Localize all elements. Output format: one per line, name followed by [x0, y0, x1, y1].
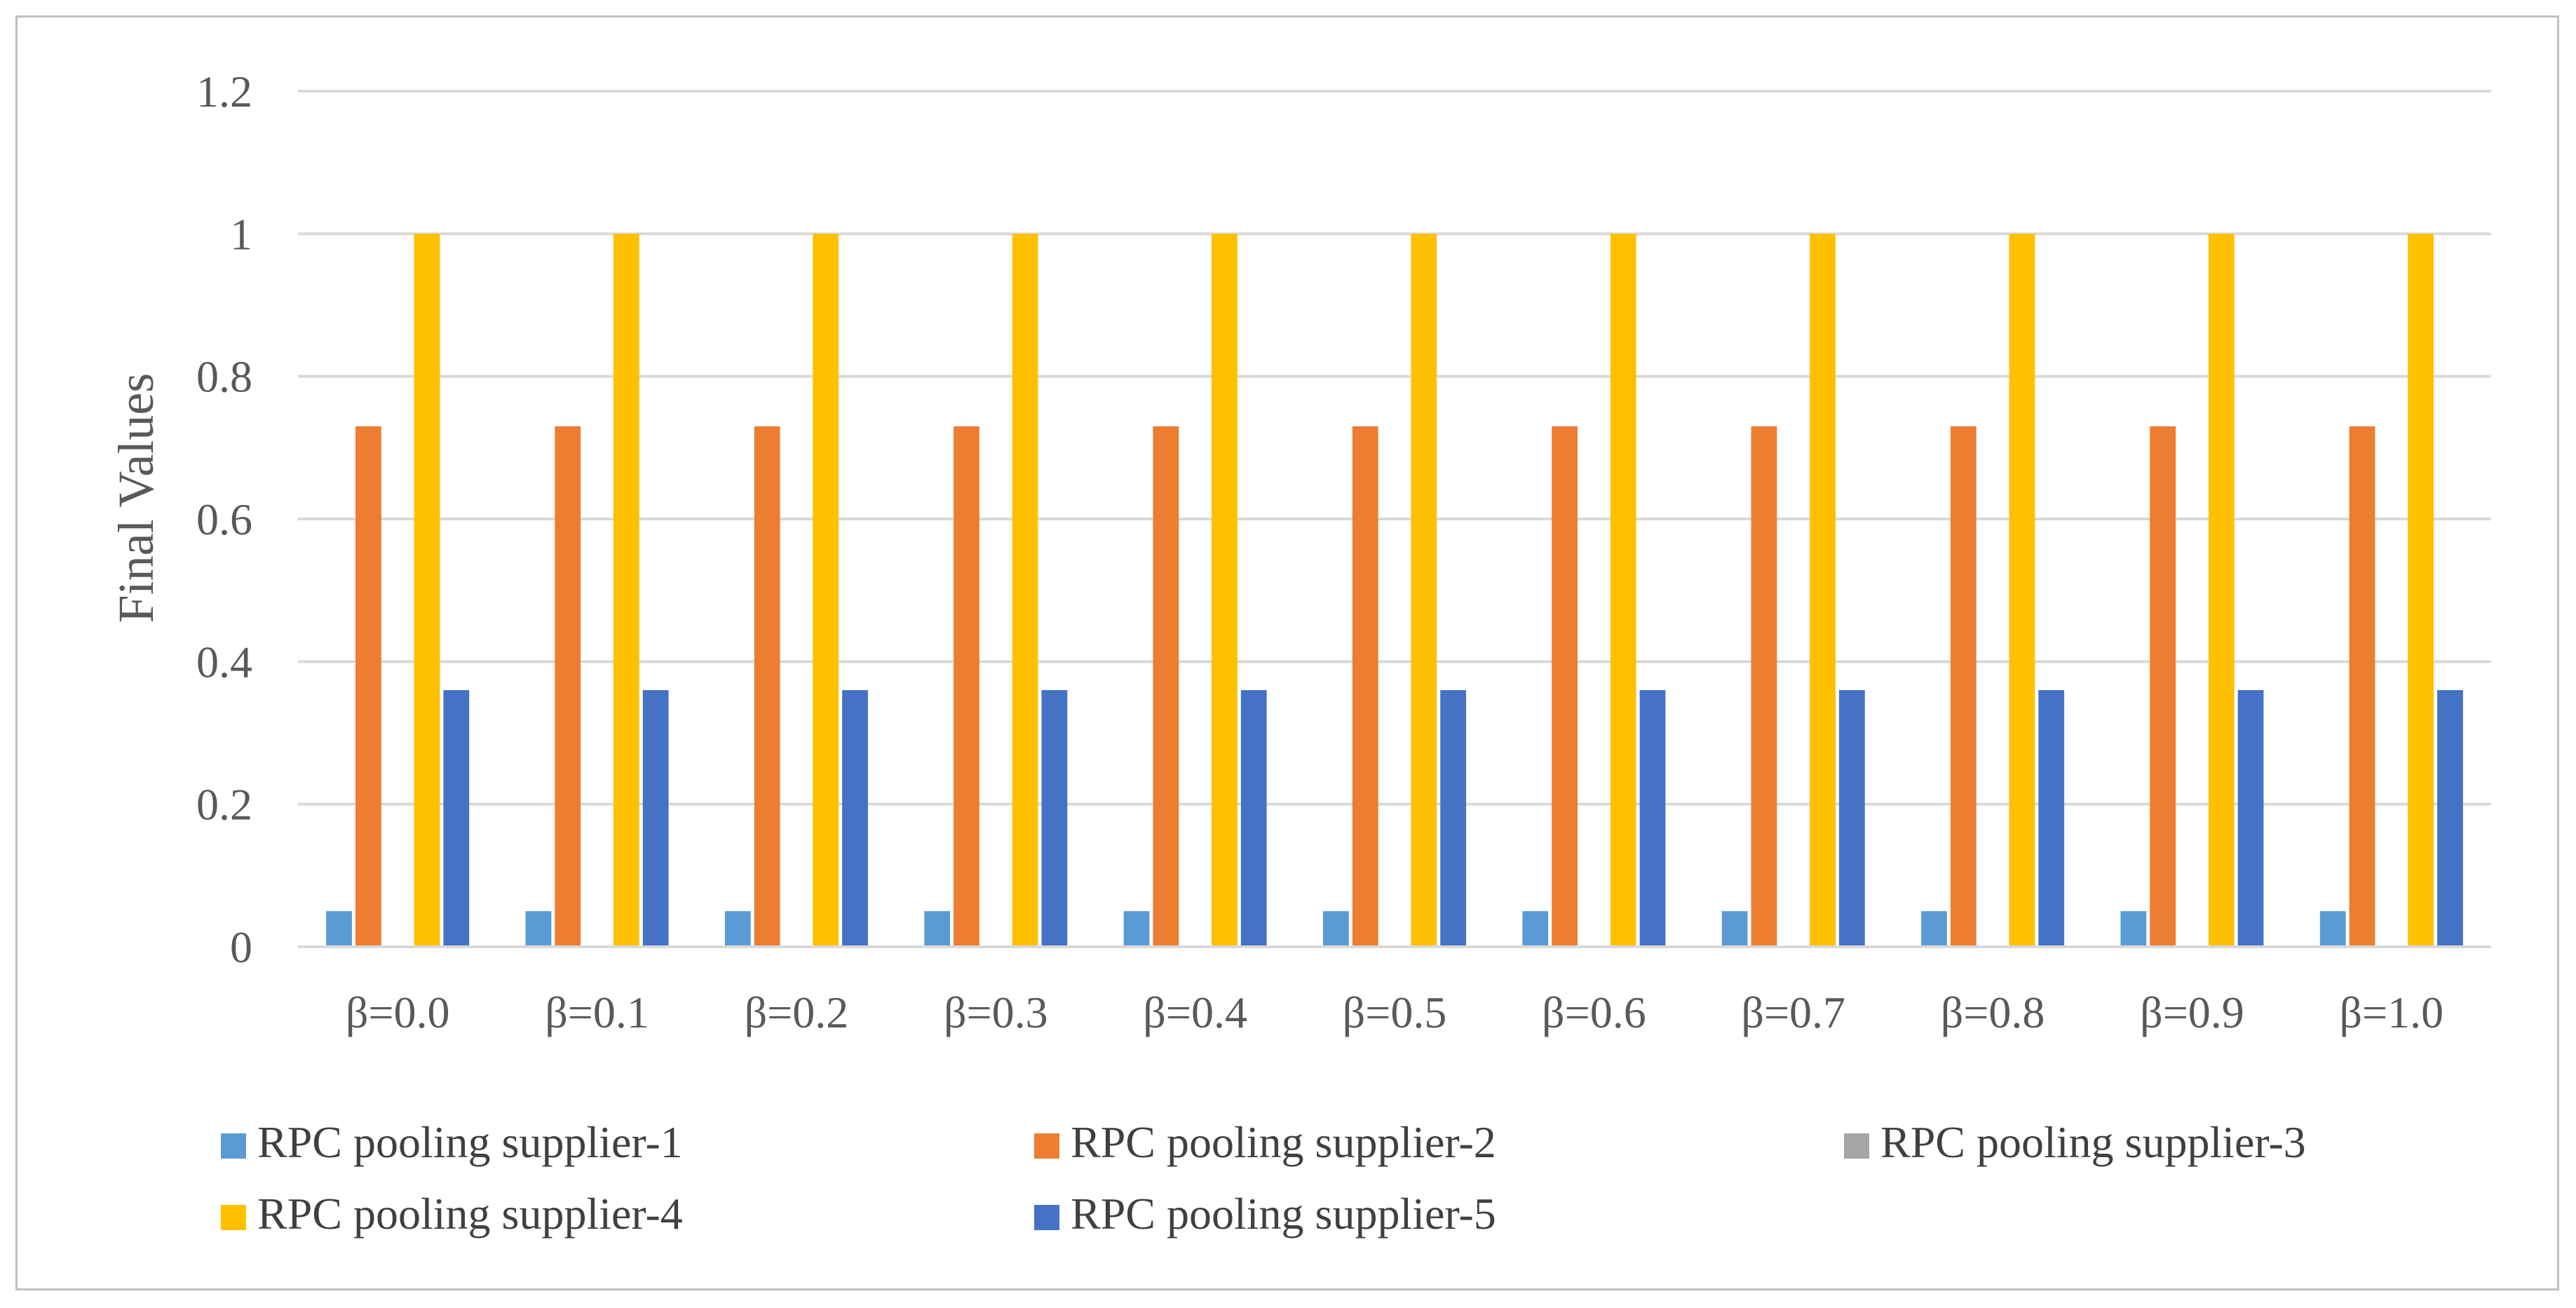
legend-label: RPC pooling supplier-4: [257, 1189, 683, 1239]
bar-rpc-pooling-supplier-4-2: [813, 234, 839, 947]
bar-rpc-pooling-supplier-5-5: [1440, 690, 1466, 947]
bar-rpc-pooling-supplier-1-6: [1522, 911, 1549, 947]
bar-rpc-pooling-supplier-4-1: [613, 234, 639, 947]
x-tick-label: β=0.3: [944, 987, 1048, 1037]
bar-rpc-pooling-supplier-1-4: [1123, 911, 1150, 947]
legend: RPC pooling supplier-1 RPC pooling suppli…: [221, 1117, 2306, 1239]
bar-rpc-pooling-supplier-1-10: [2319, 911, 2346, 947]
legend-label: RPC pooling supplier-3: [1880, 1117, 2306, 1167]
bar-rpc-pooling-supplier-5-0: [443, 690, 470, 947]
bar-rpc-pooling-supplier-5-4: [1240, 690, 1267, 947]
x-tick-label: β=0.8: [1941, 987, 2045, 1037]
bar-rpc-pooling-supplier-2-0: [355, 426, 381, 947]
bar-rpc-pooling-supplier-5-7: [1838, 690, 1865, 947]
bar-rpc-pooling-supplier-1-2: [724, 911, 751, 947]
legend-swatch: [221, 1133, 246, 1159]
bar-rpc-pooling-supplier-5-2: [842, 690, 868, 947]
bar-rpc-pooling-supplier-1-5: [1323, 911, 1349, 947]
x-tick-label: β=0.4: [1143, 987, 1247, 1037]
y-tick-label: 0.8: [196, 352, 252, 402]
x-tick-label: β=0.6: [1542, 987, 1646, 1037]
bar-rpc-pooling-supplier-2-7: [1751, 426, 1777, 947]
bar-rpc-pooling-supplier-5-1: [642, 690, 669, 947]
bar-rpc-pooling-supplier-1-0: [326, 911, 352, 947]
x-tick-label: β=0.5: [1343, 987, 1447, 1037]
bar-rpc-pooling-supplier-4-8: [2009, 234, 2035, 947]
y-tick-label: 1.2: [196, 67, 252, 116]
bar-rpc-pooling-supplier-4-0: [414, 234, 440, 947]
bar-rpc-pooling-supplier-5-10: [2437, 690, 2463, 947]
bar-rpc-pooling-supplier-1-9: [2120, 911, 2147, 947]
bar-rpc-pooling-supplier-4-6: [1610, 234, 1636, 947]
bar-rpc-pooling-supplier-5-3: [1041, 690, 1068, 947]
bar-rpc-pooling-supplier-5-8: [2038, 690, 2065, 947]
y-tick-label: 0.4: [196, 637, 252, 687]
bar-rpc-pooling-supplier-2-6: [1552, 426, 1578, 947]
bar-rpc-pooling-supplier-2-8: [1950, 426, 1977, 947]
bar-rpc-pooling-supplier-1-3: [924, 911, 951, 947]
bar-rpc-pooling-supplier-2-2: [754, 426, 780, 947]
legend-label: RPC pooling supplier-1: [257, 1117, 683, 1167]
y-tick-label: 0.2: [196, 780, 252, 830]
bar-rpc-pooling-supplier-4-4: [1212, 234, 1238, 947]
bar-rpc-pooling-supplier-4-3: [1012, 234, 1038, 947]
bar-rpc-pooling-supplier-5-6: [1639, 690, 1666, 947]
legend-label: RPC pooling supplier-2: [1071, 1117, 1496, 1167]
bar-rpc-pooling-supplier-2-10: [2349, 426, 2375, 947]
legend-swatch: [1034, 1205, 1059, 1230]
bars: [326, 234, 2463, 947]
x-tick-label: β=0.9: [2140, 987, 2244, 1037]
bar-rpc-pooling-supplier-4-5: [1411, 234, 1437, 947]
legend-swatch: [221, 1205, 246, 1230]
x-tick-label: β=0.2: [745, 987, 849, 1037]
x-tick-label: β=1.0: [2339, 987, 2443, 1037]
legend-label: RPC pooling supplier-5: [1071, 1189, 1496, 1239]
bar-rpc-pooling-supplier-1-1: [525, 911, 552, 947]
bar-rpc-pooling-supplier-2-4: [1153, 426, 1179, 947]
axes: 0 0.2 0.4 0.6 0.8 1 1.2 β=0.0 β=0.1 β=0.2 β=0.3 β=0…: [196, 67, 2491, 1037]
bar-rpc-pooling-supplier-4-10: [2408, 234, 2434, 947]
bar-rpc-pooling-supplier-2-3: [954, 426, 979, 947]
bar-rpc-pooling-supplier-4-7: [1810, 234, 1836, 947]
bar-rpc-pooling-supplier-4-9: [2208, 234, 2235, 947]
x-tick-label: β=0.7: [1741, 987, 1845, 1037]
bar-rpc-pooling-supplier-2-1: [555, 426, 581, 947]
bar-rpc-pooling-supplier-2-5: [1352, 426, 1378, 947]
y-tick-label: 0: [230, 922, 252, 972]
bar-rpc-pooling-supplier-1-8: [1921, 911, 1947, 947]
x-tick-label: β=0.0: [346, 987, 450, 1037]
legend-swatch: [1034, 1133, 1059, 1159]
bar-rpc-pooling-supplier-1-7: [1721, 911, 1748, 947]
bar-rpc-pooling-supplier-2-9: [2150, 426, 2176, 947]
legend-swatch: [1844, 1133, 1869, 1159]
y-tick-label: 0.6: [196, 494, 252, 544]
x-tick-label: β=0.1: [545, 987, 649, 1037]
y-tick-label: 1: [230, 209, 252, 259]
y-axis-title: Final Values: [108, 373, 164, 623]
bar-rpc-pooling-supplier-5-9: [2237, 690, 2264, 947]
